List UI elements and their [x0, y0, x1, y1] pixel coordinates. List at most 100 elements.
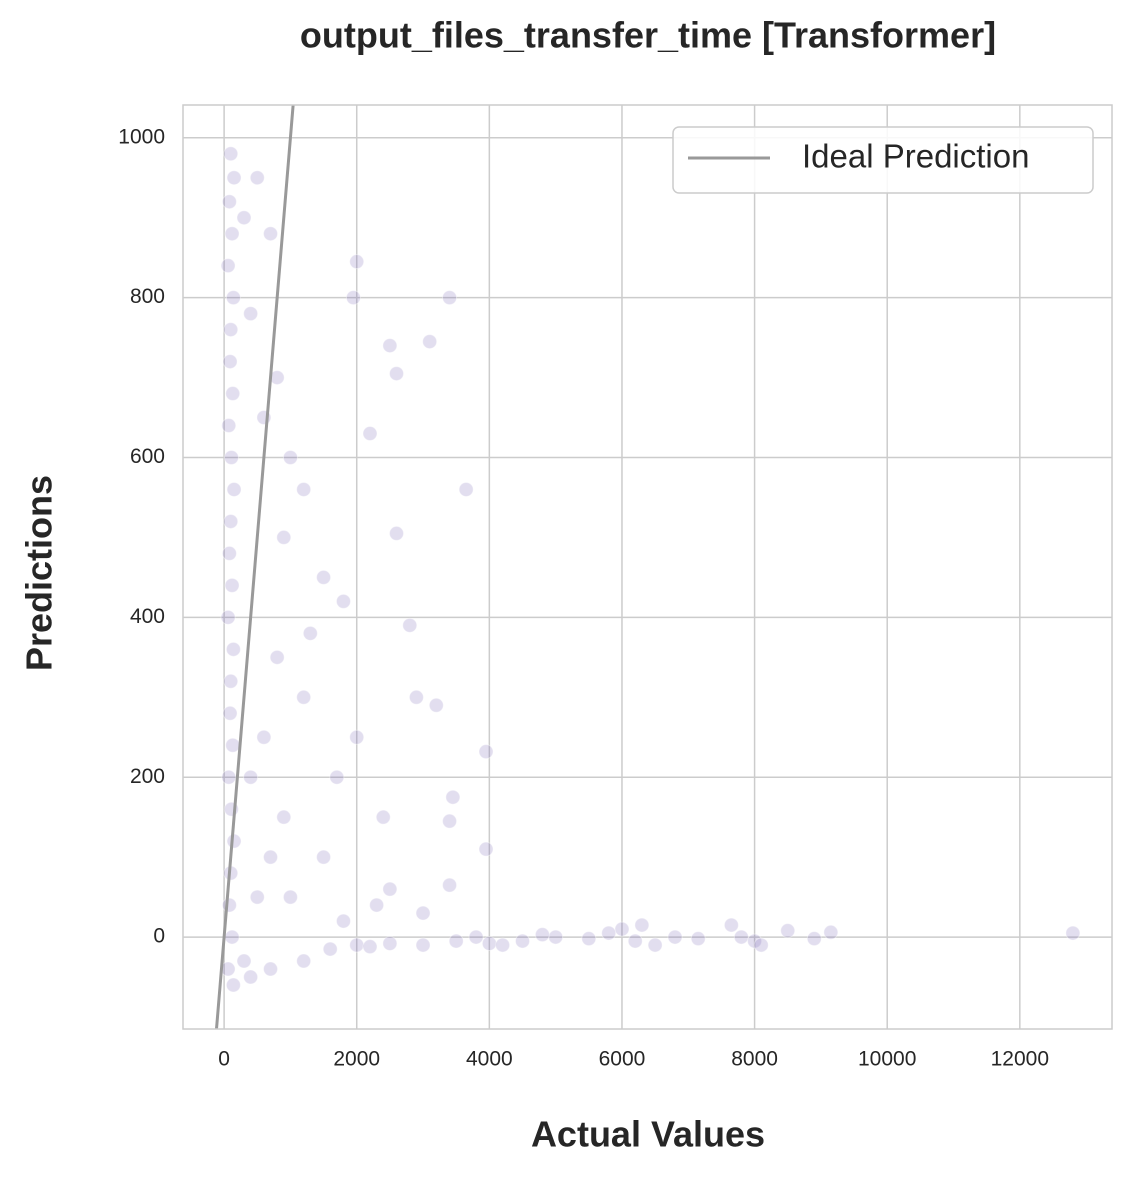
point: [222, 354, 238, 370]
point: [634, 917, 650, 933]
point: [224, 929, 240, 945]
point: [322, 941, 338, 957]
point: [236, 210, 252, 226]
y-tick-label: 800: [130, 285, 165, 308]
point: [349, 729, 365, 745]
x-tick-label: 0: [218, 1048, 230, 1071]
point: [222, 705, 238, 721]
point: [220, 609, 236, 625]
point: [478, 841, 494, 857]
point: [225, 737, 241, 753]
y-tick-label: 400: [130, 605, 165, 628]
x-tick-label: 6000: [599, 1048, 646, 1071]
point: [221, 545, 237, 561]
point: [276, 529, 292, 545]
y-tick-label: 600: [130, 445, 165, 468]
x-tick-label: 4000: [466, 1048, 513, 1071]
point: [369, 897, 385, 913]
point: [647, 937, 663, 953]
point: [428, 697, 444, 713]
point: [389, 366, 405, 382]
point: [316, 569, 332, 585]
point: [221, 897, 237, 913]
point: [442, 877, 458, 893]
point: [226, 833, 242, 849]
x-tick-label: 12000: [991, 1048, 1049, 1071]
point: [225, 386, 241, 402]
point: [349, 254, 365, 270]
point: [362, 939, 378, 955]
point: [276, 809, 292, 825]
point: [495, 937, 511, 953]
point: [601, 925, 617, 941]
point: [223, 513, 239, 529]
plot-frame: [182, 104, 1113, 1030]
point: [296, 689, 312, 705]
point: [515, 933, 531, 949]
point: [415, 937, 431, 953]
point: [478, 744, 494, 760]
point: [375, 809, 391, 825]
point: [1065, 925, 1081, 941]
point: [302, 625, 318, 641]
point: [220, 258, 236, 274]
point: [335, 593, 351, 609]
point: [224, 226, 240, 242]
point: [243, 969, 259, 985]
point: [263, 961, 279, 977]
point: [243, 769, 259, 785]
grid: [183, 105, 1112, 1029]
point: [614, 921, 630, 937]
point: [269, 649, 285, 665]
point: [481, 935, 497, 951]
point: [329, 769, 345, 785]
point: [823, 924, 839, 940]
point: [445, 789, 461, 805]
x-tick-label: 8000: [731, 1048, 778, 1071]
y-tick-label: 1000: [118, 125, 165, 148]
point: [468, 929, 484, 945]
point: [442, 290, 458, 306]
point: [225, 977, 241, 993]
point: [226, 170, 242, 186]
point: [458, 481, 474, 497]
point: [223, 146, 239, 162]
point: [349, 937, 365, 953]
point: [548, 929, 564, 945]
point: [335, 913, 351, 929]
point: [221, 769, 237, 785]
point: [627, 933, 643, 949]
points: [220, 146, 1081, 993]
point: [263, 226, 279, 242]
point: [415, 905, 431, 921]
point: [224, 577, 240, 593]
point: [225, 290, 241, 306]
point: [667, 929, 683, 945]
point: [223, 673, 239, 689]
point: [534, 927, 550, 943]
point: [747, 933, 763, 949]
point: [780, 923, 796, 939]
point: [389, 525, 405, 541]
point: [282, 449, 298, 465]
point: [296, 953, 312, 969]
point: [690, 931, 706, 947]
point: [408, 689, 424, 705]
point: [382, 935, 398, 951]
point: [382, 881, 398, 897]
point: [581, 931, 597, 947]
y-tick-label: 200: [130, 765, 165, 788]
point: [226, 481, 242, 497]
chart-title: output_files_transfer_time [Transformer]: [300, 15, 996, 56]
point: [249, 170, 265, 186]
x-tick-label: 10000: [858, 1048, 916, 1071]
point: [723, 917, 739, 933]
y-tick-label: 0: [153, 925, 165, 948]
point: [442, 813, 458, 829]
point: [243, 306, 259, 322]
legend-label: Ideal Prediction: [802, 138, 1029, 175]
point: [753, 937, 769, 953]
point: [221, 418, 237, 434]
x-tick-label: 2000: [333, 1048, 380, 1071]
